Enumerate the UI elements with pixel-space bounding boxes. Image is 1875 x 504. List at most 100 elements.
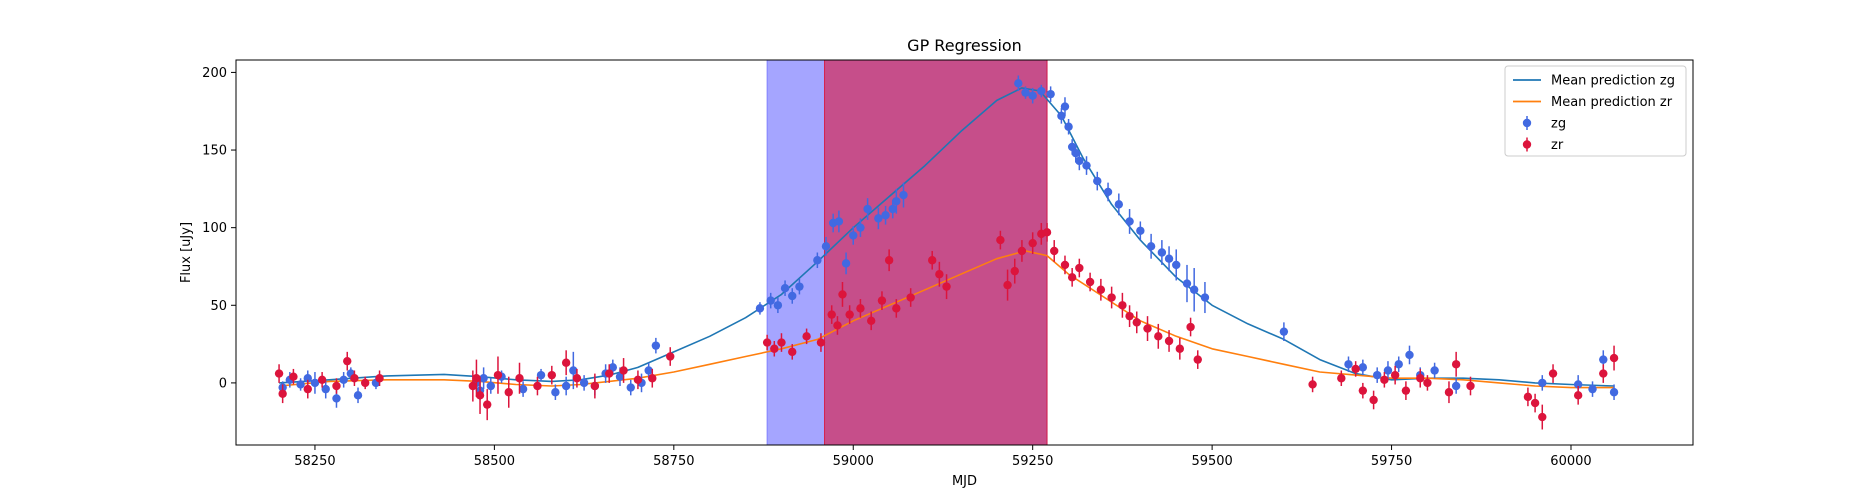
point-zr (788, 344, 797, 360)
point-zr (1609, 345, 1619, 371)
point-zr (1125, 305, 1134, 328)
point-zg (651, 337, 661, 354)
y-tick-label: 0 (219, 376, 227, 391)
point-zg (1082, 156, 1091, 175)
point-zr (1538, 404, 1547, 430)
point-zg (1146, 233, 1156, 259)
point-zr (1599, 364, 1608, 383)
point-zg (795, 278, 804, 295)
point-zr (1143, 316, 1152, 341)
legend-mean-zg: Mean prediction zg (1513, 74, 1675, 89)
point-zg (1125, 209, 1134, 234)
point-zg (1046, 86, 1055, 102)
point-zr (935, 261, 944, 287)
point-zr (504, 376, 513, 408)
y-tick-label: 150 (202, 144, 227, 159)
point-zg (1189, 268, 1199, 312)
point-zg (536, 368, 546, 382)
point-zg (834, 210, 844, 233)
point-zr (590, 373, 600, 399)
point-zg (1358, 359, 1368, 376)
point-zr (770, 340, 779, 357)
point-zg (1075, 151, 1084, 171)
point-zg (1037, 84, 1046, 98)
point-zg (773, 297, 783, 314)
point-zr (845, 305, 854, 324)
point-zg (788, 288, 797, 304)
point-zr (1060, 255, 1070, 275)
point-zg (486, 378, 495, 394)
point-zr (332, 378, 341, 394)
point-zg (780, 280, 790, 296)
point-zr (866, 311, 876, 331)
point-zr (274, 364, 284, 383)
point-zr (996, 230, 1005, 250)
point-zg (579, 375, 589, 391)
x-tick-label: 60000 (1550, 454, 1591, 469)
point-zr (892, 299, 901, 318)
point-zg (321, 379, 330, 399)
point-zr (877, 291, 887, 310)
point-zr (350, 370, 359, 387)
x-tick-label: 58250 (294, 454, 335, 469)
point-zg (863, 198, 872, 220)
point-zg (1405, 345, 1414, 365)
point-zr (1573, 386, 1583, 405)
point-zr (1390, 365, 1400, 385)
point-zr (547, 365, 557, 385)
point-zr (343, 351, 352, 371)
point-zr (802, 328, 811, 345)
point-zg (892, 188, 901, 214)
point-zr (1416, 368, 1425, 388)
point-zg (856, 218, 865, 237)
legend-zr: zr (1522, 137, 1564, 153)
point-zr (1369, 390, 1378, 410)
point-zr (1175, 337, 1185, 360)
point-zr (856, 299, 865, 318)
point-zg (561, 376, 571, 396)
point-zg (1430, 362, 1439, 379)
point-zg (569, 351, 578, 390)
point-zr (1003, 269, 1012, 301)
svg-text:Mean prediction zr: Mean prediction zr (1551, 95, 1673, 110)
y-tick-label: 200 (202, 66, 227, 81)
y-axis-label: Flux [uJy] (179, 222, 194, 283)
point-zg (1157, 240, 1167, 265)
point-zr (816, 333, 826, 352)
point-zg (1383, 361, 1393, 380)
point-zg (310, 372, 320, 394)
point-zr (666, 347, 675, 366)
point-zg (551, 384, 560, 400)
point-zg (1344, 356, 1353, 373)
x-tick-label: 59500 (1191, 454, 1232, 469)
point-zg (296, 378, 305, 391)
point-zr (317, 372, 327, 388)
point-zg (1136, 221, 1145, 241)
point-zg (1064, 118, 1073, 135)
point-zr (472, 359, 481, 397)
point-zr (1132, 311, 1141, 334)
point-zg (1164, 246, 1174, 272)
x-tick-label: 59750 (1371, 454, 1412, 469)
point-zr (1050, 240, 1059, 262)
point-zr (1451, 351, 1461, 377)
point-zr (375, 370, 384, 387)
point-zr (483, 389, 492, 421)
svg-text:Mean prediction zg: Mean prediction zg (1551, 74, 1675, 89)
point-zr (1085, 272, 1095, 292)
point-zr (942, 274, 951, 300)
x-axis-label: MJD (952, 474, 977, 489)
point-zg (339, 372, 348, 388)
point-zr (515, 362, 524, 394)
point-zg (1394, 356, 1403, 373)
point-zr (777, 333, 786, 352)
point-zr (1523, 387, 1533, 407)
point-zg (644, 362, 653, 379)
point-zg (874, 207, 883, 230)
y-tick-label: 50 (210, 299, 227, 314)
point-zr (1107, 286, 1116, 309)
point-zr (1042, 223, 1052, 242)
point-zg (518, 381, 528, 397)
